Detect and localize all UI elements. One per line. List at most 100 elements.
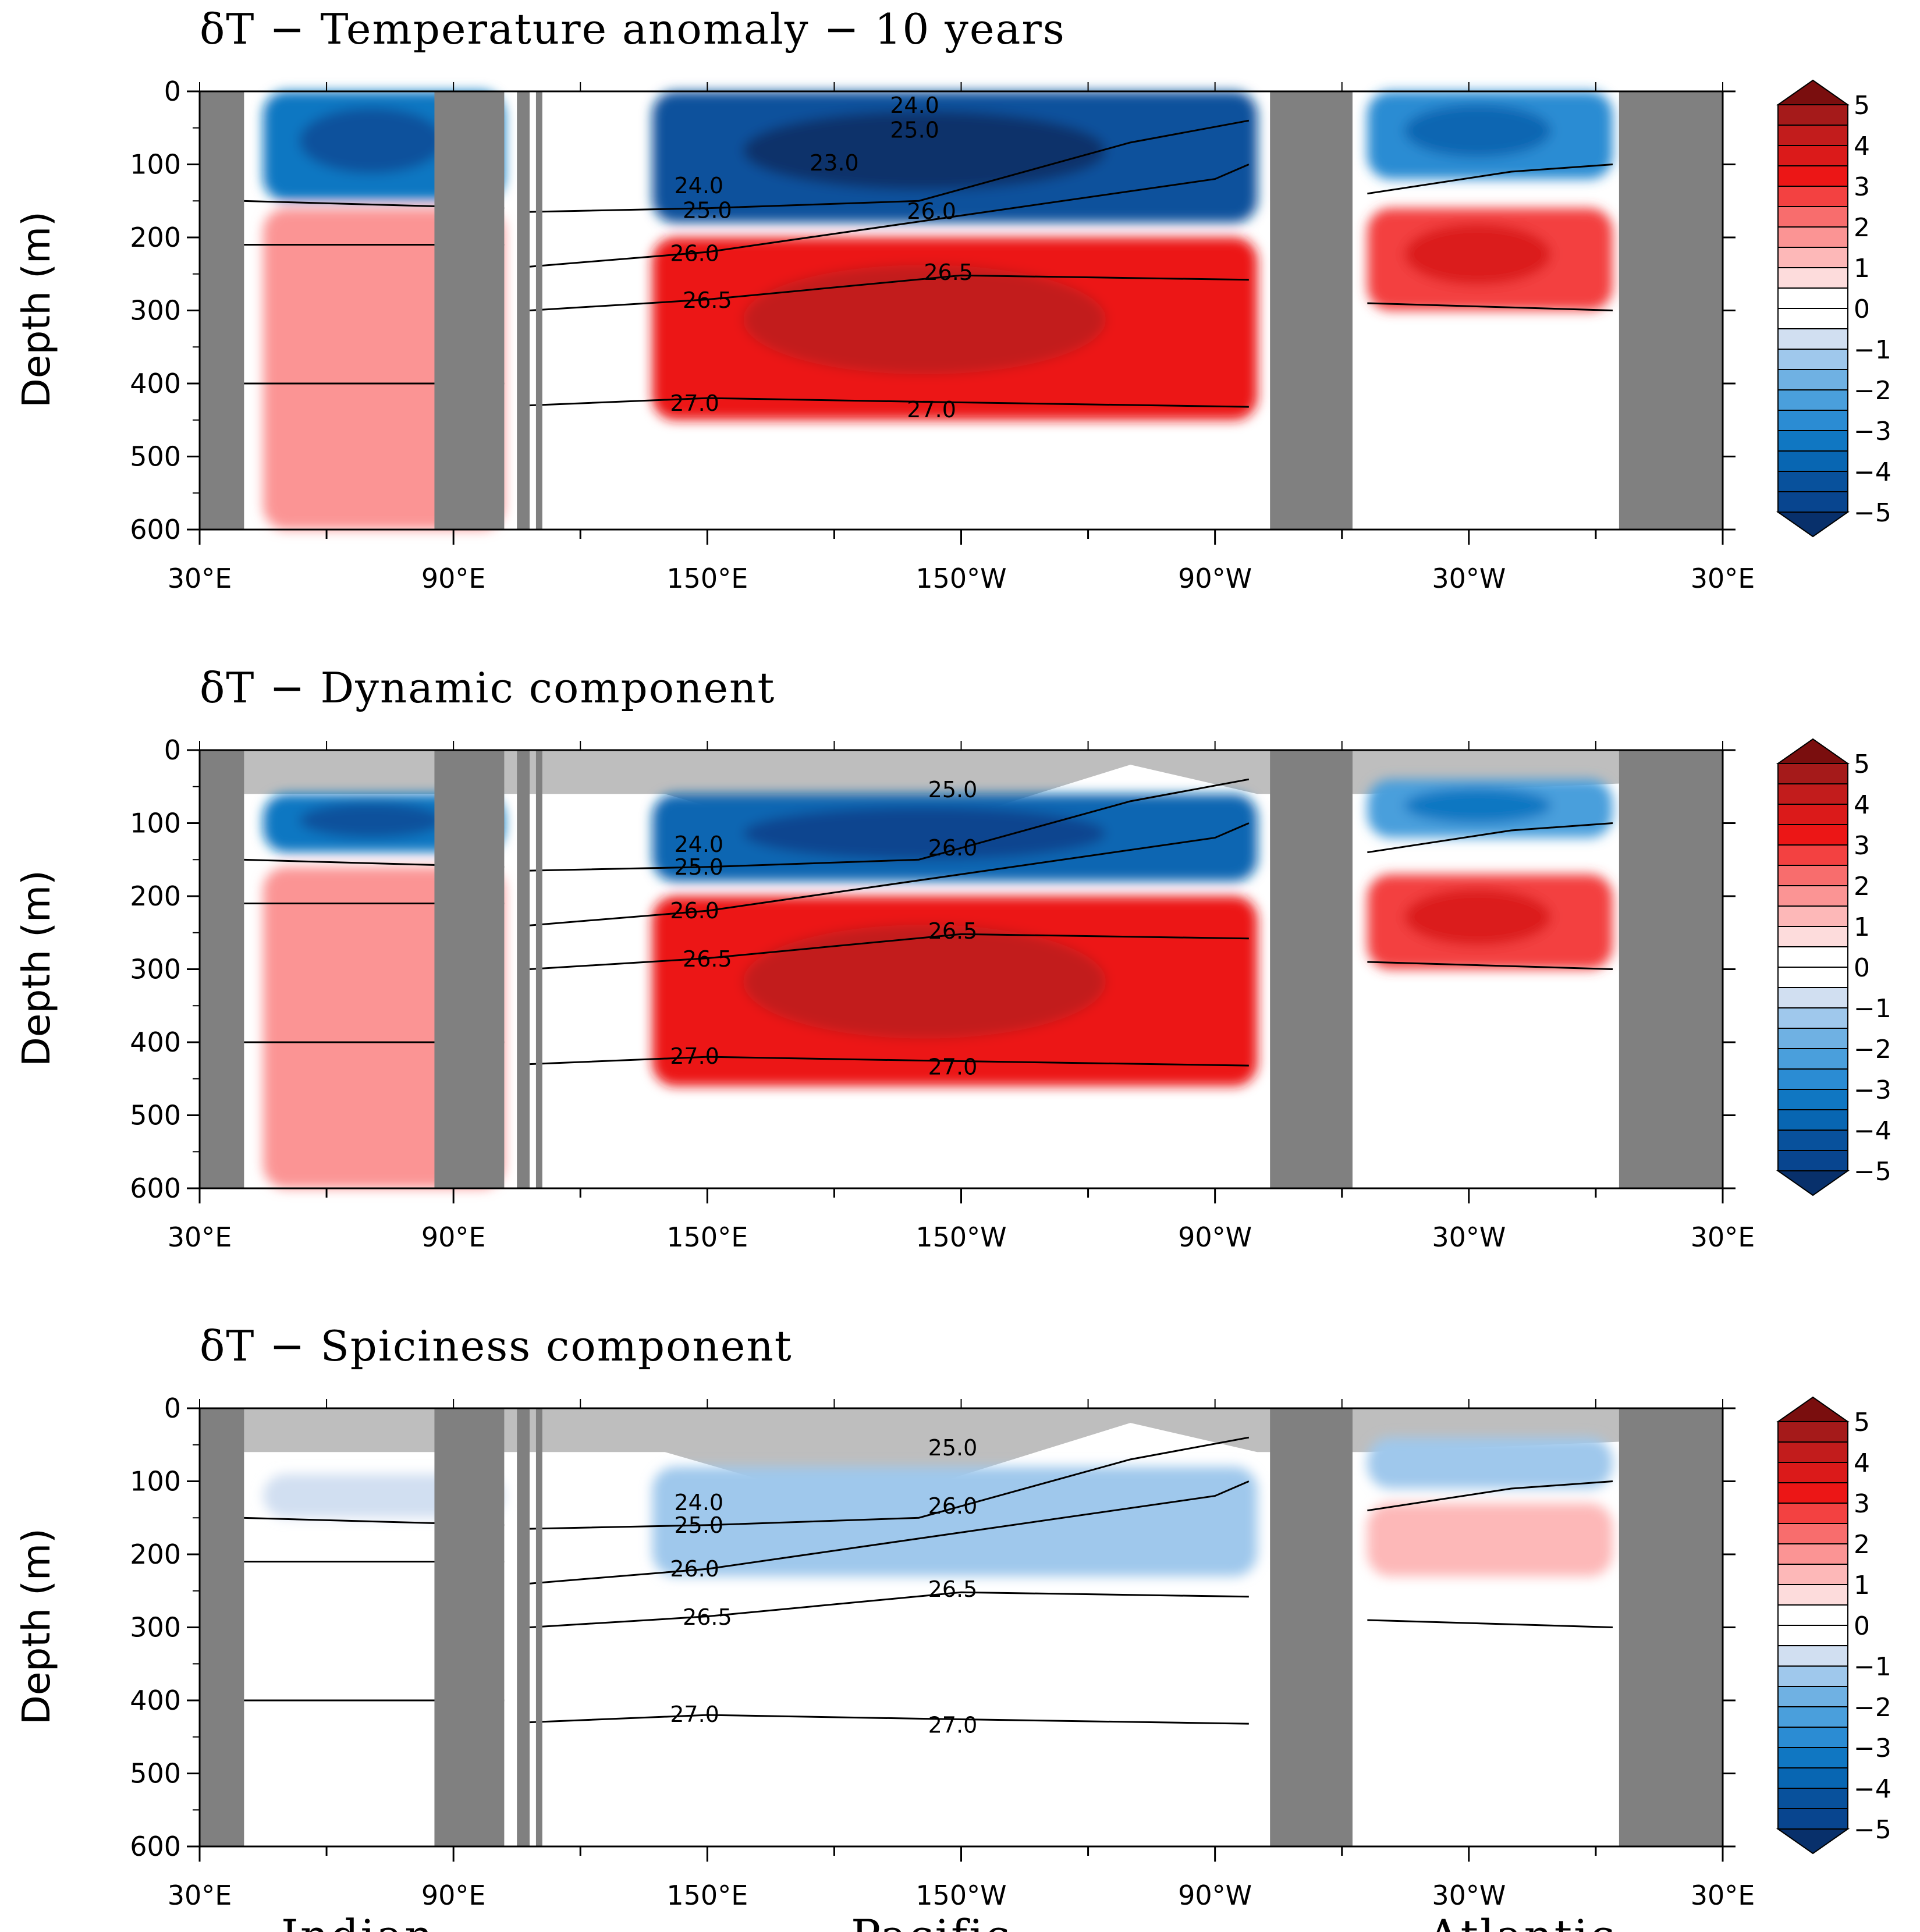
land-mask-2 <box>517 1408 530 1846</box>
y-axis-label: Depth (m) <box>14 211 59 408</box>
colorbar-tick-label: −5 <box>1854 1815 1891 1845</box>
colorbar-box <box>1777 1421 1848 1443</box>
colorbar-box <box>1777 471 1848 492</box>
y-tick-label: 0 <box>164 1393 181 1424</box>
colorbar-tick-label: 5 <box>1854 91 1870 120</box>
colorbar-tick-label: 0 <box>1854 1611 1870 1641</box>
colorbar-box <box>1777 967 1848 988</box>
colorbar-tick-label: −4 <box>1854 457 1891 487</box>
x-tick-label: 150°E <box>666 1221 748 1253</box>
colorbar: 5 4 3 2 1 0 −1 −2 −3 −4 −5 <box>1776 1396 1891 1855</box>
colorbar-box <box>1777 946 1848 968</box>
plot-area: 24.025.025.026.026.026.526.527.0 27.00100… <box>130 734 1755 1253</box>
x-tick-label: 90°E <box>421 1880 486 1911</box>
anomaly-region-1 <box>652 1466 1258 1576</box>
colorbar-top-triangle <box>1776 1396 1850 1422</box>
land-mask-3 <box>535 1408 542 1846</box>
colorbar-box <box>1777 1645 1848 1667</box>
x-tick-label: 30°E <box>1691 563 1755 594</box>
x-tick-label: 150°W <box>915 1880 1006 1911</box>
isopycnal-line-4 <box>1367 1619 1613 1628</box>
colorbar-box <box>1777 125 1848 146</box>
colorbar-tick-label: 1 <box>1854 254 1870 283</box>
y-tick-label: 300 <box>130 295 181 326</box>
y-tick-label: 300 <box>130 1612 181 1643</box>
colorbar-box <box>1777 1028 1848 1049</box>
colorbar-bottom-triangle <box>1776 1170 1850 1196</box>
isopycnal-label: 26.0 <box>670 1556 719 1582</box>
y-tick-label: 100 <box>130 808 181 839</box>
colorbar-box <box>1777 1482 1848 1504</box>
colorbar-box <box>1777 1130 1848 1151</box>
isopycnal-line-1 <box>529 1714 1249 1725</box>
colorbar-box <box>1777 1727 1848 1748</box>
colorbar-box <box>1777 1584 1848 1606</box>
isopycnal-line-3 <box>529 1591 1249 1628</box>
isopycnal-line-7 <box>529 119 1250 213</box>
land-mask-2 <box>517 750 530 1188</box>
isopycnal-line-4 <box>1367 961 1613 970</box>
colorbar-box <box>1777 247 1848 268</box>
isopycnal-label: 26.5 <box>924 260 973 285</box>
y-tick-label: 500 <box>130 1100 181 1131</box>
isopycnal-label: 27.0 <box>670 390 719 416</box>
panel-title: δT − Temperature anomaly − 10 years <box>200 5 1066 54</box>
land-mask-0 <box>200 91 244 530</box>
y-tick-label: 0 <box>164 76 181 107</box>
colorbar-box <box>1777 1007 1848 1029</box>
anomaly-core-2 <box>743 111 1106 190</box>
isopycnal-line-8 <box>1367 1480 1613 1512</box>
isopycnal-label: 25.0 <box>928 1435 978 1461</box>
land-mask-0 <box>200 750 244 1188</box>
y-tick-label: 0 <box>164 734 181 766</box>
colorbar-tick-label: 5 <box>1854 750 1870 779</box>
land-mask-3 <box>535 750 542 1188</box>
colorbar-tick-label: −1 <box>1854 994 1891 1024</box>
x-tick-label: 30°E <box>1691 1221 1755 1253</box>
colorbar-box <box>1777 1706 1848 1728</box>
basin-label-indian: Indian <box>281 1910 435 1932</box>
colorbar-box <box>1777 824 1848 846</box>
colorbar-box <box>1777 905 1848 927</box>
colorbar-box <box>1777 389 1848 411</box>
land-mask-2 <box>517 91 530 530</box>
colorbar-box <box>1777 1068 1848 1090</box>
isopycnal-label: 27.0 <box>670 1043 719 1069</box>
colorbar-box <box>1777 349 1848 370</box>
isopycnal-label: 27.0 <box>907 397 956 422</box>
x-tick-label: 30°E <box>168 1880 232 1911</box>
colorbar-box <box>1777 885 1848 907</box>
y-tick-label: 500 <box>130 1758 181 1789</box>
colorbar-box <box>1777 1523 1848 1544</box>
y-tick-label: 600 <box>130 1831 181 1862</box>
x-tick-label: 150°W <box>915 563 1006 594</box>
x-tick-label: 30°W <box>1432 1221 1506 1253</box>
colorbar-box <box>1777 104 1848 126</box>
colorbar-box <box>1777 308 1848 329</box>
x-tick-label: 90°W <box>1178 563 1252 594</box>
y-tick-label: 100 <box>130 1466 181 1497</box>
isopycnal-label: 26.5 <box>928 1576 978 1602</box>
isopycnal-label: 26.5 <box>683 1604 732 1630</box>
isopycnal-label: 26.5 <box>683 287 732 313</box>
x-tick-label: 30°W <box>1432 1880 1506 1911</box>
y-tick-label: 200 <box>130 880 181 912</box>
panel-spiciness-component: δT − Spiciness component Depth (m) 24.02… <box>14 1322 1891 1932</box>
x-tick-label: 150°W <box>915 1221 1006 1253</box>
colorbar-box <box>1777 1625 1848 1646</box>
colorbar-tick-label: 2 <box>1854 872 1870 901</box>
plot-area: 24.025.025.026.026.026.526.527.0 27.00100… <box>130 1393 1755 1911</box>
colorbar-tick-label: 4 <box>1854 1448 1870 1478</box>
colorbar-box <box>1777 987 1848 1008</box>
y-tick-label: 400 <box>130 1027 181 1058</box>
colorbar-box <box>1777 1462 1848 1483</box>
colorbar-box <box>1777 1543 1848 1565</box>
isopycnal-label: 26.5 <box>928 918 978 944</box>
isopycnal-line-4 <box>1367 302 1613 311</box>
colorbar-tick-label: −3 <box>1854 1075 1891 1105</box>
colorbar-tick-label: −4 <box>1854 1774 1891 1804</box>
colorbar-tick-label: −1 <box>1854 335 1891 365</box>
colorbar-tick-label: 3 <box>1854 172 1870 202</box>
y-tick-label: 300 <box>130 954 181 985</box>
